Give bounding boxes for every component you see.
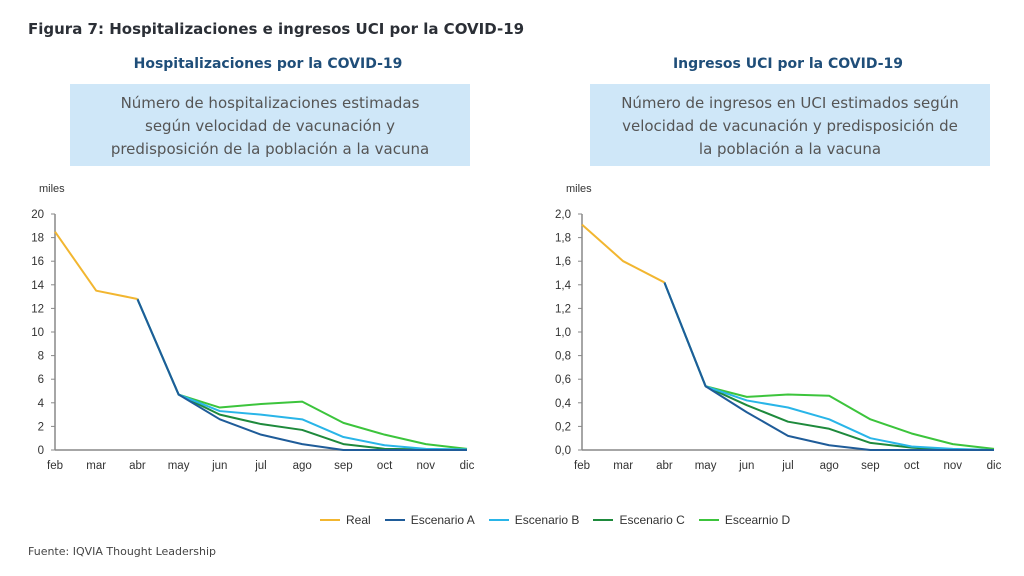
x-tick-label: jul [254,460,267,472]
source-note: Fuente: IQVIA Thought Leadership [28,545,217,558]
series-line-real [54,231,138,300]
y-axis-unit-label: miles [39,183,65,195]
x-tick-label: feb [574,460,590,472]
legend-item: Escenario C [593,513,685,527]
y-tick-label: 0,6 [555,374,571,386]
y-tick-label: 0 [38,445,44,457]
legend-label: Escenario C [619,513,685,527]
y-tick-label: 0,4 [555,398,572,410]
series-line-escearnio-d [136,298,468,450]
y-tick-label: 0,8 [555,351,571,363]
y-tick-label: 8 [38,351,44,363]
legend-label: Escenario A [410,513,475,527]
y-tick-label: 12 [31,303,44,315]
y-tick-label: 1,6 [555,256,571,268]
x-tick-label: ago [820,460,839,472]
y-tick-label: 6 [38,374,44,386]
figure-title: Figura 7: Hospitalizaciones e ingresos U… [28,20,525,38]
legend-swatch [488,519,509,521]
y-tick-label: 0,2 [555,421,571,433]
x-tick-label: nov [417,460,436,472]
series-line-escearnio-d [663,282,995,450]
y-axis-unit-label: miles [566,183,592,195]
legend-label: Real [346,513,371,527]
y-tick-label: 10 [31,327,44,339]
subtitle-box-icu: Número de ingresos en UCI estimados segú… [590,84,990,166]
series-line-escenario-b [136,298,468,451]
series-line-escenario-c [136,298,468,451]
chart-title-icu: Ingresos UCI por la COVID-19 [672,56,904,72]
series-line-escenario-c [663,282,994,451]
legend-label: Escenario B [514,513,580,527]
legend-swatch [698,519,719,521]
subtitle-box-hospitalizations: Número de hospitalizaciones estimadas se… [70,84,470,166]
x-tick-label: feb [47,460,63,472]
x-tick-label: may [168,460,190,472]
x-tick-label: jun [211,460,227,472]
y-tick-label: 1,8 [555,233,571,245]
y-tick-label: 2,0 [555,209,571,221]
x-tick-label: dic [987,460,1002,472]
legend-swatch [320,519,340,521]
x-tick-label: mar [613,460,633,472]
y-tick-label: 2 [38,421,44,433]
y-tick-label: 14 [31,280,44,292]
y-tick-label: 1,4 [555,280,572,292]
x-tick-label: ago [293,460,312,472]
y-tick-label: 1,2 [555,303,571,315]
legend-swatch [593,519,614,521]
y-tick-label: 1,0 [555,327,571,339]
y-tick-label: 16 [31,256,44,268]
legend-label: Escearnio D [724,513,791,527]
x-tick-label: abr [656,460,673,472]
x-tick-label: sep [334,460,353,472]
x-tick-label: may [695,460,717,472]
y-tick-label: 18 [31,233,44,245]
legend-item: Escenario B [488,513,580,527]
x-tick-label: jun [738,460,754,472]
legend-item: Escenario A [384,513,475,527]
legend: Real Escenario A Escenario B Escenario C Esc… [320,513,790,527]
x-tick-label: oct [377,460,393,472]
series-line-escenario-b [663,282,995,451]
x-tick-label: oct [904,460,920,472]
chart-title-hospitalizations: Hospitalizaciones por la COVID-19 [133,56,403,72]
y-tick-label: 0,0 [555,445,571,457]
x-tick-label: abr [129,460,146,472]
x-tick-label: mar [86,460,106,472]
y-tick-label: 20 [31,209,44,221]
x-tick-label: nov [944,460,963,472]
series-line-real [581,223,665,284]
legend-item: Escearnio D [698,513,791,527]
y-tick-label: 4 [38,398,45,410]
legend-item: Real [320,513,371,527]
x-tick-label: sep [861,460,880,472]
x-tick-label: jul [781,460,794,472]
legend-swatch [384,519,405,521]
x-tick-label: dic [460,460,475,472]
series-line-escenario-a [136,298,467,451]
series-line-escenario-a [663,282,994,451]
